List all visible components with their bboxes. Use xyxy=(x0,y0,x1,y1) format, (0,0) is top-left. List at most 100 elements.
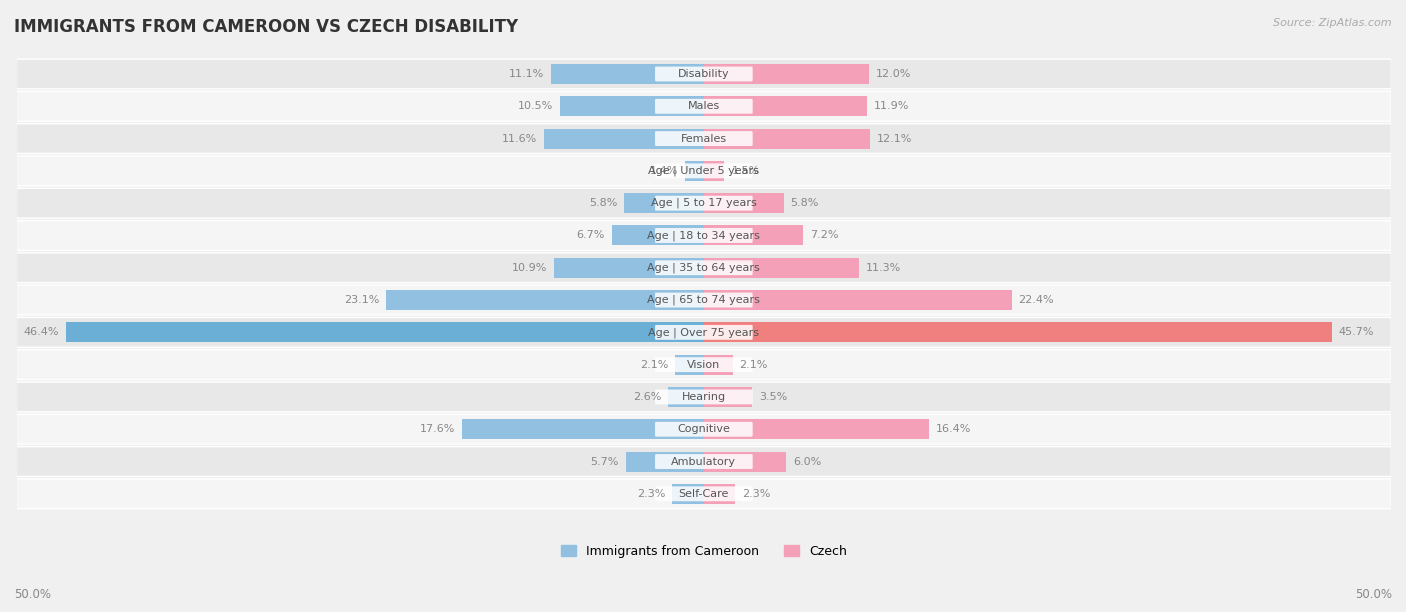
Text: Ambulatory: Ambulatory xyxy=(671,457,737,466)
Text: 12.0%: 12.0% xyxy=(876,69,911,79)
Bar xyxy=(704,258,859,278)
Text: 11.1%: 11.1% xyxy=(509,69,544,79)
Bar xyxy=(668,387,704,407)
Text: 45.7%: 45.7% xyxy=(1339,327,1374,337)
Text: Age | 35 to 64 years: Age | 35 to 64 years xyxy=(648,263,761,273)
Bar xyxy=(675,354,704,375)
FancyBboxPatch shape xyxy=(17,447,1392,476)
Bar xyxy=(387,290,704,310)
Text: 11.3%: 11.3% xyxy=(866,263,901,273)
Text: 5.8%: 5.8% xyxy=(790,198,818,208)
Text: Self-Care: Self-Care xyxy=(679,489,730,499)
Bar xyxy=(704,193,783,213)
Bar xyxy=(704,354,733,375)
FancyBboxPatch shape xyxy=(655,389,752,405)
FancyBboxPatch shape xyxy=(655,99,752,114)
Text: Age | Over 75 years: Age | Over 75 years xyxy=(648,327,759,338)
Bar xyxy=(704,64,869,84)
Text: 10.9%: 10.9% xyxy=(512,263,547,273)
Text: Males: Males xyxy=(688,101,720,111)
Text: 10.5%: 10.5% xyxy=(517,101,553,111)
Bar xyxy=(612,225,704,245)
Text: Age | Under 5 years: Age | Under 5 years xyxy=(648,166,759,176)
FancyBboxPatch shape xyxy=(17,156,1392,185)
Text: 11.9%: 11.9% xyxy=(875,101,910,111)
Bar xyxy=(704,452,786,472)
Text: 2.1%: 2.1% xyxy=(740,360,768,370)
Bar xyxy=(704,419,929,439)
Text: 2.6%: 2.6% xyxy=(633,392,661,402)
Text: 5.8%: 5.8% xyxy=(589,198,617,208)
Bar xyxy=(624,193,704,213)
FancyBboxPatch shape xyxy=(17,350,1392,379)
Bar xyxy=(544,129,704,149)
FancyBboxPatch shape xyxy=(17,382,1392,412)
Text: Age | 5 to 17 years: Age | 5 to 17 years xyxy=(651,198,756,209)
FancyBboxPatch shape xyxy=(655,293,752,307)
FancyBboxPatch shape xyxy=(655,260,752,275)
Bar xyxy=(704,323,1331,342)
Text: 11.6%: 11.6% xyxy=(502,133,537,144)
FancyBboxPatch shape xyxy=(17,253,1392,283)
Text: 2.3%: 2.3% xyxy=(637,489,665,499)
Text: 23.1%: 23.1% xyxy=(344,295,380,305)
Bar xyxy=(66,323,704,342)
Bar xyxy=(704,387,752,407)
Text: 7.2%: 7.2% xyxy=(810,231,838,241)
FancyBboxPatch shape xyxy=(655,67,752,81)
Text: 5.7%: 5.7% xyxy=(591,457,619,466)
Text: Vision: Vision xyxy=(688,360,720,370)
FancyBboxPatch shape xyxy=(655,163,752,178)
Text: Source: ZipAtlas.com: Source: ZipAtlas.com xyxy=(1274,18,1392,28)
Bar xyxy=(672,484,704,504)
Legend: Immigrants from Cameroon, Czech: Immigrants from Cameroon, Czech xyxy=(561,545,846,558)
Bar xyxy=(704,484,735,504)
Text: 12.1%: 12.1% xyxy=(877,133,912,144)
FancyBboxPatch shape xyxy=(655,325,752,340)
Bar xyxy=(704,225,803,245)
FancyBboxPatch shape xyxy=(17,91,1392,121)
FancyBboxPatch shape xyxy=(17,479,1392,509)
Text: Disability: Disability xyxy=(678,69,730,79)
FancyBboxPatch shape xyxy=(17,124,1392,154)
Bar xyxy=(704,161,724,181)
Text: 3.5%: 3.5% xyxy=(759,392,787,402)
Bar xyxy=(704,96,868,116)
Text: 6.0%: 6.0% xyxy=(793,457,821,466)
Text: 2.3%: 2.3% xyxy=(742,489,770,499)
Text: 1.4%: 1.4% xyxy=(650,166,678,176)
Bar xyxy=(626,452,704,472)
Bar xyxy=(685,161,704,181)
Bar xyxy=(704,290,1012,310)
FancyBboxPatch shape xyxy=(17,414,1392,444)
Text: 6.7%: 6.7% xyxy=(576,231,605,241)
Text: Age | 65 to 74 years: Age | 65 to 74 years xyxy=(647,295,761,305)
FancyBboxPatch shape xyxy=(17,59,1392,89)
FancyBboxPatch shape xyxy=(17,285,1392,315)
Text: 16.4%: 16.4% xyxy=(936,424,972,435)
FancyBboxPatch shape xyxy=(655,357,752,372)
FancyBboxPatch shape xyxy=(17,188,1392,218)
FancyBboxPatch shape xyxy=(17,318,1392,347)
Text: Age | 18 to 34 years: Age | 18 to 34 years xyxy=(647,230,761,241)
FancyBboxPatch shape xyxy=(655,422,752,437)
FancyBboxPatch shape xyxy=(17,220,1392,250)
Text: 2.1%: 2.1% xyxy=(640,360,668,370)
Text: 17.6%: 17.6% xyxy=(420,424,456,435)
Text: IMMIGRANTS FROM CAMEROON VS CZECH DISABILITY: IMMIGRANTS FROM CAMEROON VS CZECH DISABI… xyxy=(14,18,519,36)
Bar xyxy=(554,258,704,278)
Text: Hearing: Hearing xyxy=(682,392,725,402)
Text: 46.4%: 46.4% xyxy=(24,327,59,337)
Text: 50.0%: 50.0% xyxy=(1355,588,1392,600)
Text: Cognitive: Cognitive xyxy=(678,424,730,435)
Bar xyxy=(704,129,870,149)
Text: 22.4%: 22.4% xyxy=(1018,295,1054,305)
FancyBboxPatch shape xyxy=(655,454,752,469)
FancyBboxPatch shape xyxy=(655,487,752,501)
Bar xyxy=(463,419,704,439)
Text: 1.5%: 1.5% xyxy=(731,166,759,176)
Text: 50.0%: 50.0% xyxy=(14,588,51,600)
FancyBboxPatch shape xyxy=(655,228,752,243)
Bar xyxy=(560,96,704,116)
Bar xyxy=(551,64,704,84)
